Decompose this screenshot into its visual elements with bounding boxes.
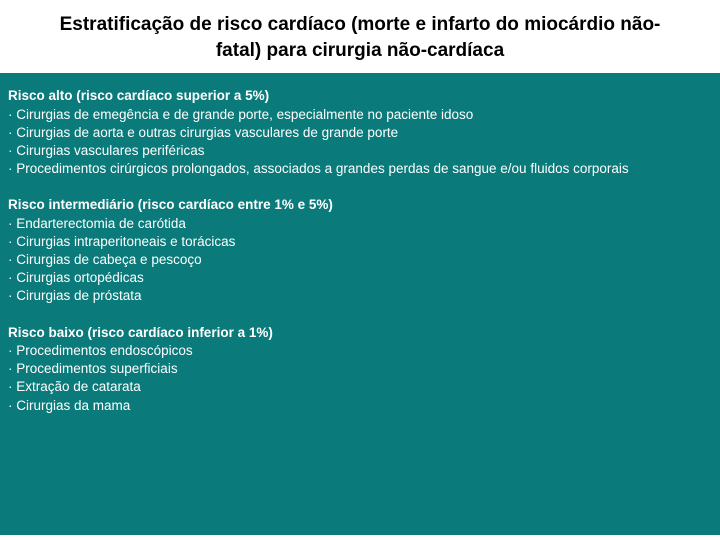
risk-section-low: Risco baixo (risco cardíaco inferior a 1… xyxy=(8,324,712,415)
list-item: · Cirurgias de próstata xyxy=(8,287,712,305)
list-item: · Cirurgias de cabeça e pescoço xyxy=(8,251,712,269)
list-item: · Cirurgias da mama xyxy=(8,397,712,415)
slide-header: Estratificação de risco cardíaco (morte … xyxy=(0,0,720,73)
list-item: · Cirurgias de emegência e de grande por… xyxy=(8,106,712,124)
list-item: · Procedimentos superficiais xyxy=(8,360,712,378)
list-item: · Cirurgias intraperitoneais e torácicas xyxy=(8,233,712,251)
list-item: · Procedimentos endoscópicos xyxy=(8,342,712,360)
list-item: · Extração de catarata xyxy=(8,378,712,396)
section-heading: Risco intermediário (risco cardíaco entr… xyxy=(8,196,712,214)
list-item: · Procedimentos cirúrgicos prolongados, … xyxy=(8,160,712,178)
slide-title: Estratificação de risco cardíaco (morte … xyxy=(40,12,680,63)
list-item: · Cirurgias de aorta e outras cirurgias … xyxy=(8,124,712,142)
list-item: · Cirurgias ortopédicas xyxy=(8,269,712,287)
risk-section-high: Risco alto (risco cardíaco superior a 5%… xyxy=(8,87,712,178)
list-item: · Endarterectomia de carótida xyxy=(8,215,712,233)
section-heading: Risco alto (risco cardíaco superior a 5%… xyxy=(8,87,712,105)
section-heading: Risco baixo (risco cardíaco inferior a 1… xyxy=(8,324,712,342)
risk-section-intermediate: Risco intermediário (risco cardíaco entr… xyxy=(8,196,712,305)
slide-content: Risco alto (risco cardíaco superior a 5%… xyxy=(0,73,720,535)
list-item: · Cirurgias vasculares periféricas xyxy=(8,142,712,160)
